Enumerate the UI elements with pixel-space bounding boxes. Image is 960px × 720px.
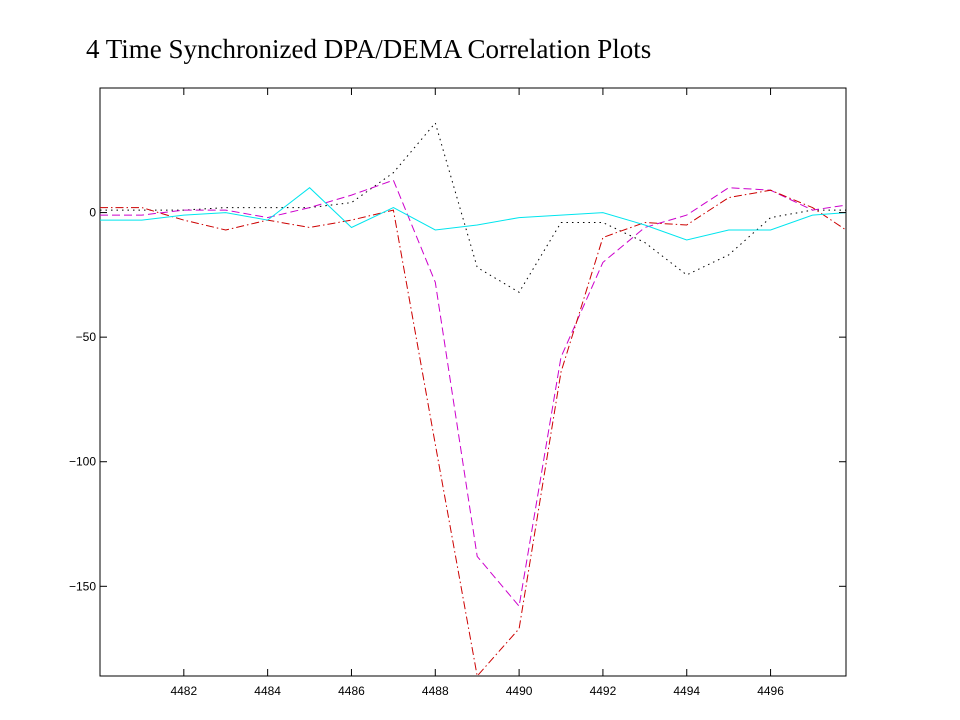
x-tick-label: 4484 — [254, 684, 281, 698]
y-tick-label: 0 — [89, 206, 96, 220]
series-line-3 — [100, 189, 846, 676]
x-tick-label: 4496 — [757, 684, 784, 698]
x-tick-label: 4492 — [590, 684, 617, 698]
slide-title: 4 Time Synchronized DPA/DEMA Correlation… — [86, 34, 652, 64]
y-tick-label: −150 — [69, 579, 96, 593]
series-line-4 — [100, 187, 846, 241]
x-tick-label: 4494 — [673, 684, 700, 698]
series-layer — [100, 121, 846, 676]
series-line-2 — [100, 179, 846, 608]
x-tick-label: 4482 — [170, 684, 197, 698]
ticks-layer: 4482 4484 4486 4488 4490 4492 4494 4496 0 −50 −100… — [69, 88, 846, 698]
x-tick-label: 4486 — [338, 684, 365, 698]
series-line-1 — [100, 121, 846, 293]
axes-frame — [99, 87, 847, 677]
y-tick-label: −100 — [69, 455, 96, 469]
x-tick-label: 4490 — [506, 684, 533, 698]
x-tick-label: 4488 — [422, 684, 449, 698]
y-tick-label: −50 — [76, 330, 97, 344]
